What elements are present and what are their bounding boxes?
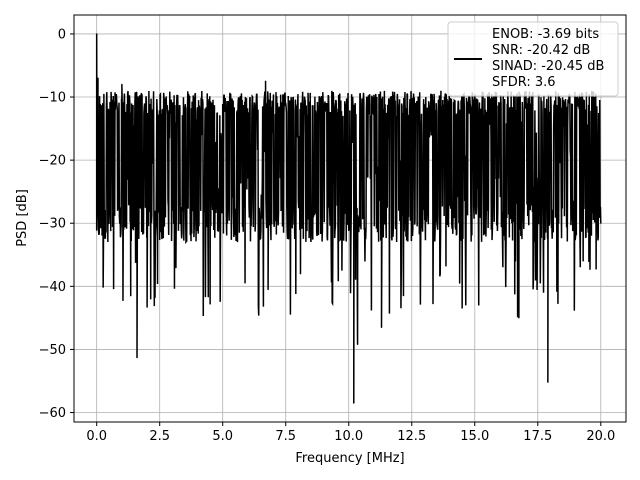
legend-box — [447, 21, 619, 97]
legend-enob: ENOB: -3.69 bits — [492, 27, 599, 42]
x-tick-label: 10.0 — [334, 429, 363, 444]
psd-extreme-point — [380, 326, 383, 328]
psd-extreme-point — [267, 288, 269, 291]
psd-extreme-point — [96, 33, 98, 35]
psd-extreme-point — [518, 317, 520, 319]
plot-frame — [73, 14, 627, 423]
x-tick-label: 5.0 — [212, 429, 233, 444]
y-tick-label: 0 — [58, 27, 66, 42]
x-tick-label: 2.5 — [149, 429, 170, 444]
legend: ENOB: -3.69 bits SNR: -20.42 dB SINAD: -… — [447, 21, 619, 97]
psd-extreme-point — [547, 381, 549, 383]
x-tick-label: 12.5 — [397, 429, 426, 444]
x-tick-label: 20.0 — [586, 429, 615, 444]
y-tick-label: −30 — [39, 217, 66, 232]
x-tick-label: 0.0 — [86, 429, 107, 444]
x-axis-label: Frequency [MHz] — [295, 451, 404, 466]
psd-extreme-point — [121, 83, 123, 86]
psd-extreme-point — [136, 357, 138, 359]
psd-extreme-point — [146, 306, 148, 308]
y-tick-label: −60 — [39, 406, 66, 421]
y-axis-label: PSD [dB] — [15, 189, 30, 247]
x-tick-label: 15.0 — [460, 429, 489, 444]
x-tick-label: 17.5 — [523, 429, 552, 444]
psd-extreme-point — [459, 282, 461, 284]
psd-extreme-point — [353, 402, 355, 404]
x-axis-ticks: 0.0 2.5 5.0 7.5 10.0 12.5 15.0 17.5 20.0 — [86, 422, 615, 444]
psd-extreme-point — [573, 309, 575, 311]
psd-extreme-point — [264, 80, 267, 82]
y-tick-label: −50 — [39, 343, 66, 358]
psd-extreme-point — [356, 343, 359, 345]
psd-extreme-point — [97, 77, 99, 79]
x-tick-label: 7.5 — [275, 429, 296, 444]
psd-extreme-point — [209, 303, 211, 305]
legend-sinad: SINAD: -20.45 dB — [492, 59, 604, 74]
legend-snr: SNR: -20.42 dB — [492, 43, 590, 58]
psd-extreme-point — [130, 295, 132, 297]
y-tick-label: −10 — [39, 91, 66, 106]
y-tick-label: −40 — [39, 280, 66, 295]
legend-sfdr: SFDR: 3.6 — [492, 75, 556, 90]
y-tick-label: −20 — [39, 154, 66, 169]
y-axis-ticks: 0 −10 −20 −30 −40 −50 −60 — [39, 27, 74, 421]
